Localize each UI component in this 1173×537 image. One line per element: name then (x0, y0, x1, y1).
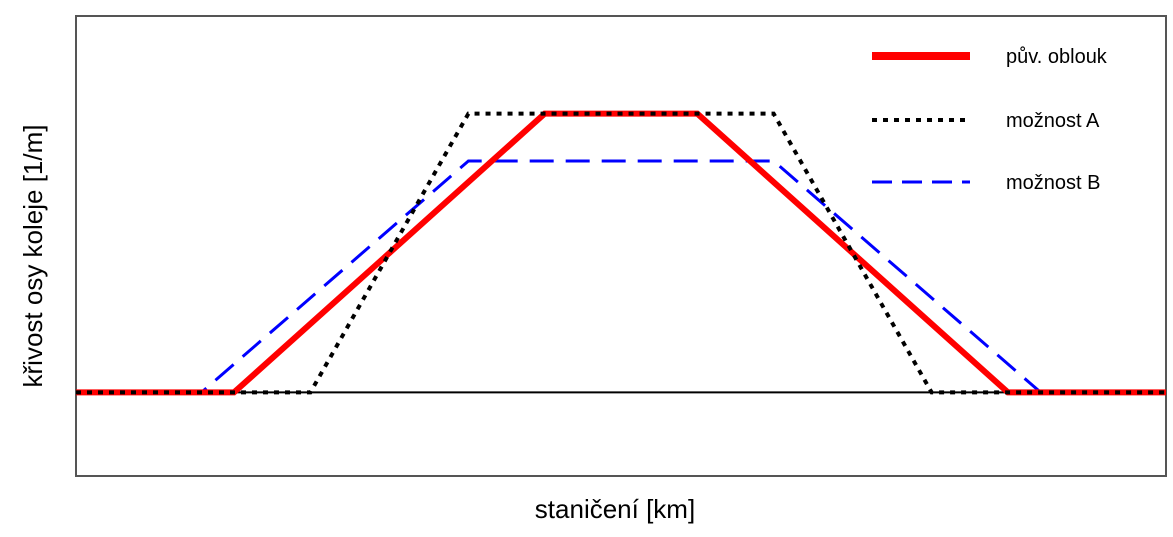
x-axis-label: staničení [km] (535, 494, 695, 524)
plot-area (75, 15, 1167, 477)
y-axis-label: křivost osy koleje [1/m] (18, 125, 48, 388)
series-layer (76, 110, 1166, 396)
series-line-dotted (76, 111, 1166, 395)
legend-label: možnost A (1006, 110, 1100, 132)
legend: pův. oblouk možnost A možnost B (872, 46, 1108, 194)
legend-label: pův. oblouk (1006, 46, 1108, 68)
legend-label: možnost B (1006, 172, 1100, 194)
